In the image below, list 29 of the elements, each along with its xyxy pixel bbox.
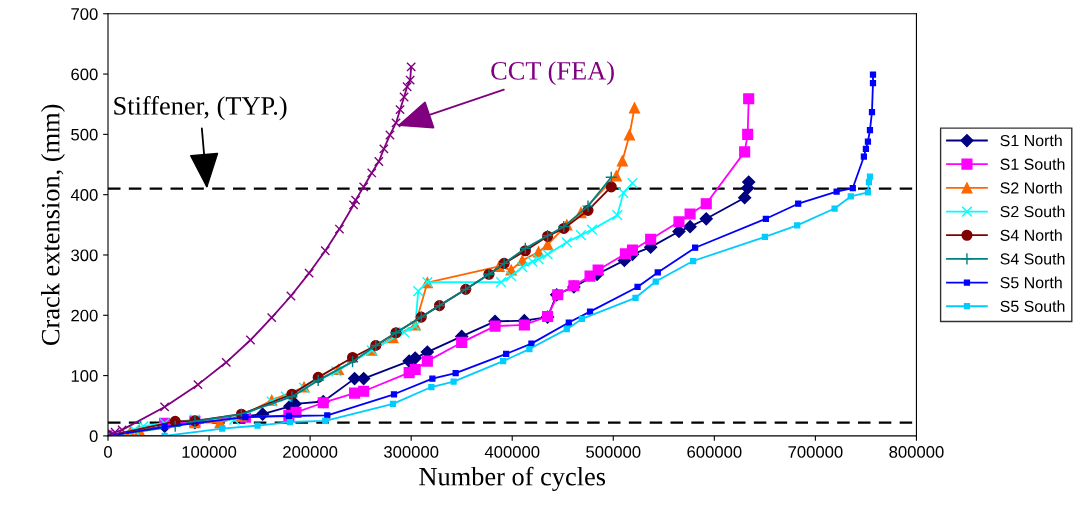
legend-label: S4 North [1000, 229, 1062, 241]
annotation: CCT (FEA) [491, 61, 614, 86]
x-tick-label: 500000 [586, 446, 641, 458]
y-axis-title: Crack extension, (mm) [41, 104, 65, 346]
y-tick-label: 0 [89, 430, 98, 443]
legend-label: S1 South [1000, 158, 1065, 170]
legend-label: S5 North [1000, 276, 1062, 289]
x-tick-label: 300000 [384, 446, 439, 458]
y-tick-label: 600 [71, 68, 98, 81]
annotation: Stiffener, (TYP.) [114, 95, 287, 121]
legend-label: S2 South [1000, 205, 1065, 218]
y-tick-label: 700 [71, 8, 98, 20]
y-tick-label: 100 [71, 369, 98, 382]
legend-label: S5 South [1000, 300, 1065, 312]
x-tick-label: 700000 [788, 446, 843, 458]
y-tick-label: 200 [71, 309, 98, 322]
x-tick-label: 100000 [182, 446, 237, 458]
x-tick-label: 600000 [687, 446, 742, 458]
y-tick-label: 500 [71, 128, 98, 141]
x-tick-label: 200000 [283, 446, 338, 458]
y-tick-label: 400 [70, 189, 98, 201]
x-tick-label: 0 [104, 446, 112, 458]
y-tick-label: 300 [71, 249, 98, 262]
legend-label: S1 North [1000, 134, 1062, 147]
legend-label: S2 North [1000, 181, 1062, 194]
x-axis-title: Number of cycles [419, 466, 606, 491]
x-tick-label: 800000 [889, 446, 944, 458]
legend-label: S4 South [1000, 252, 1065, 265]
x-tick-label: 400000 [484, 446, 540, 458]
